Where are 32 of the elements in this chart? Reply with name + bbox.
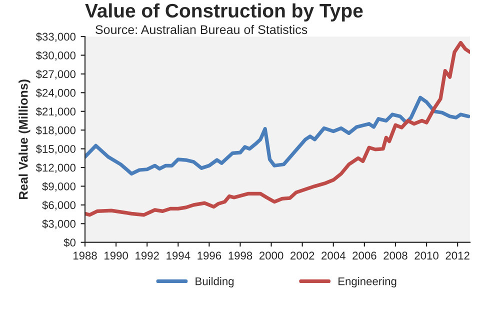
y-tick-label: $33,000	[36, 32, 76, 42]
x-tick-label: 1996	[198, 252, 222, 260]
legend-label: Building	[196, 277, 234, 288]
line-series	[85, 96, 470, 176]
y-tick-label: $15,000	[36, 144, 76, 154]
y-tick-label: $27,000	[36, 70, 76, 80]
x-tick-label: 1990	[104, 252, 128, 260]
chart-subtitle: Source: Australian Bureau of Statistics	[96, 24, 308, 34]
y-tick-label: $21,000	[36, 107, 76, 117]
y-tick-label: $6,000	[42, 200, 76, 210]
y-tick-label: $18,000	[36, 126, 76, 136]
x-tick-label: 2008	[384, 252, 408, 260]
x-tick-label: 2000	[259, 252, 284, 260]
y-tick-label: $3,000	[42, 219, 76, 230]
line-series	[85, 40, 470, 217]
x-tick-label: 1988	[73, 252, 97, 260]
y-tick-label: $30,000	[36, 51, 76, 61]
x-tick-label: 2006	[352, 252, 376, 260]
x-tick-label: 2004	[322, 252, 346, 260]
x-tick-label: 2010	[414, 252, 438, 260]
y-tick-label: $0	[64, 238, 76, 248]
x-tick-label: 2002	[290, 252, 314, 260]
y-tick-label: $12,000	[36, 163, 76, 173]
x-tick-label: 1992	[136, 252, 159, 260]
chart-title: Value of Construction by Type	[85, 3, 363, 22]
y-tick-label: $24,000	[36, 88, 76, 98]
y-tick-label: $9,000	[42, 182, 76, 192]
x-tick-label: 2012	[446, 252, 470, 260]
y-axis-title: Real Value (Millions)	[18, 80, 30, 200]
x-tick-label: 1994	[166, 252, 190, 260]
x-tick-label: 1998	[228, 252, 252, 260]
legend-label: Engineering	[338, 277, 396, 288]
